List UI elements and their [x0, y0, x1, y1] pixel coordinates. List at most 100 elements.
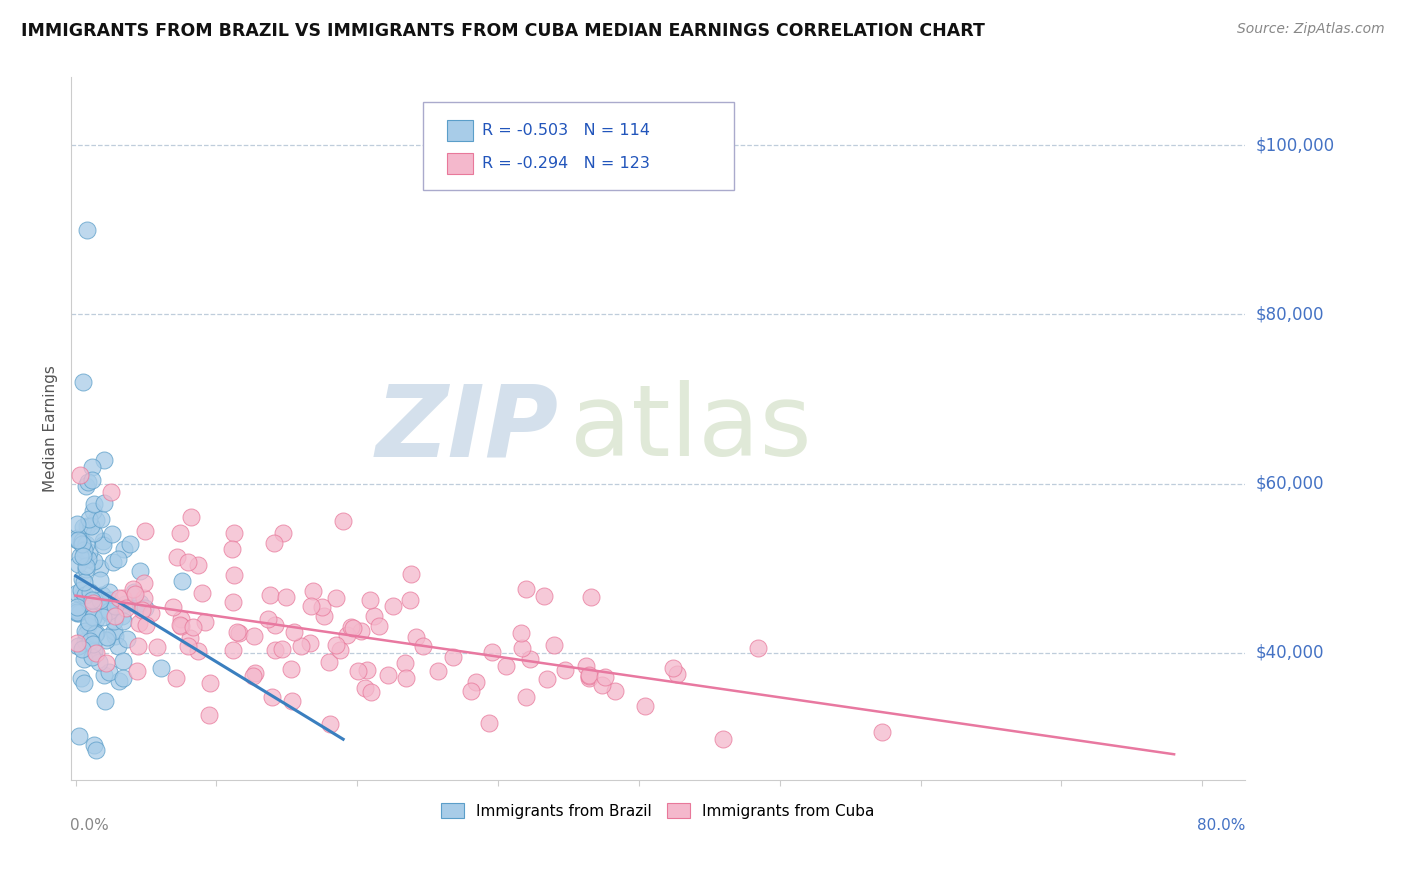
Point [353, 681, 375, 696]
Point [179, 632, 201, 646]
Point [263, 536, 285, 550]
Point [329, 643, 352, 657]
Point [75, 627, 97, 641]
Point [381, 599, 404, 614]
Point [135, 617, 157, 632]
Bar [447, 153, 472, 174]
Point [111, 614, 134, 628]
Point [82, 610, 104, 624]
Point [66, 557, 89, 571]
Point [98, 585, 121, 599]
Point [603, 683, 626, 698]
Point [325, 638, 347, 652]
Point [510, 640, 533, 655]
Point [107, 551, 129, 566]
Point [575, 659, 598, 673]
Point [662, 661, 685, 675]
Point [510, 626, 533, 640]
Point [264, 617, 287, 632]
Point [66, 602, 89, 616]
Point [166, 549, 188, 564]
Text: $100,000: $100,000 [1256, 136, 1334, 154]
Point [70, 671, 93, 685]
Point [342, 621, 364, 635]
Point [72, 549, 94, 563]
Point [280, 662, 302, 676]
Point [120, 537, 142, 551]
Text: $60,000: $60,000 [1256, 475, 1324, 492]
Point [134, 524, 156, 538]
Point [108, 591, 131, 606]
Point [98, 665, 121, 680]
Point [325, 591, 347, 606]
Point [128, 596, 150, 610]
Point [127, 640, 149, 654]
Point [70, 641, 93, 656]
Point [405, 631, 427, 645]
Point [91, 602, 114, 616]
Point [75, 624, 97, 638]
Point [101, 526, 124, 541]
Point [536, 672, 558, 686]
Point [72, 520, 94, 534]
Point [747, 641, 769, 656]
Point [243, 665, 266, 680]
Point [554, 663, 576, 677]
Point [83, 644, 105, 658]
Point [97, 604, 120, 618]
Point [89, 573, 111, 587]
Point [67, 729, 90, 743]
Point [89, 593, 111, 607]
Point [96, 657, 118, 671]
Point [394, 656, 416, 670]
Point [332, 515, 354, 529]
Text: ZIP: ZIP [375, 380, 558, 477]
Point [242, 669, 264, 683]
Point [89, 561, 111, 575]
Point [172, 574, 194, 589]
Point [117, 632, 139, 647]
Point [222, 568, 245, 582]
Point [124, 587, 146, 601]
Point [311, 600, 333, 615]
Point [194, 615, 217, 629]
Point [114, 598, 136, 612]
Point [395, 671, 418, 685]
Point [107, 639, 129, 653]
Point [312, 608, 335, 623]
Point [478, 715, 501, 730]
Point [94, 694, 117, 708]
Point [221, 541, 243, 556]
Point [66, 639, 89, 653]
Legend: Immigrants from Brazil, Immigrants from Cuba: Immigrants from Brazil, Immigrants from … [434, 797, 882, 824]
Point [264, 642, 287, 657]
Point [578, 668, 600, 682]
Point [257, 612, 280, 626]
Point [111, 609, 134, 624]
Point [73, 634, 96, 648]
Point [103, 555, 125, 569]
Point [318, 655, 340, 669]
Point [75, 559, 97, 574]
Point [70, 537, 93, 551]
Point [221, 595, 243, 609]
Point [72, 375, 94, 389]
Point [67, 606, 90, 620]
Point [134, 576, 156, 591]
Point [115, 600, 138, 615]
Point [427, 664, 450, 678]
Point [112, 541, 135, 556]
Point [76, 519, 98, 533]
Point [225, 625, 247, 640]
Point [66, 533, 89, 548]
Point [70, 537, 93, 551]
Point [464, 675, 486, 690]
Point [359, 593, 381, 607]
Point [98, 592, 121, 607]
Point [108, 674, 131, 689]
Point [93, 496, 115, 510]
Point [73, 542, 96, 557]
Point [73, 549, 96, 564]
Point [75, 562, 97, 576]
Point [221, 643, 243, 657]
